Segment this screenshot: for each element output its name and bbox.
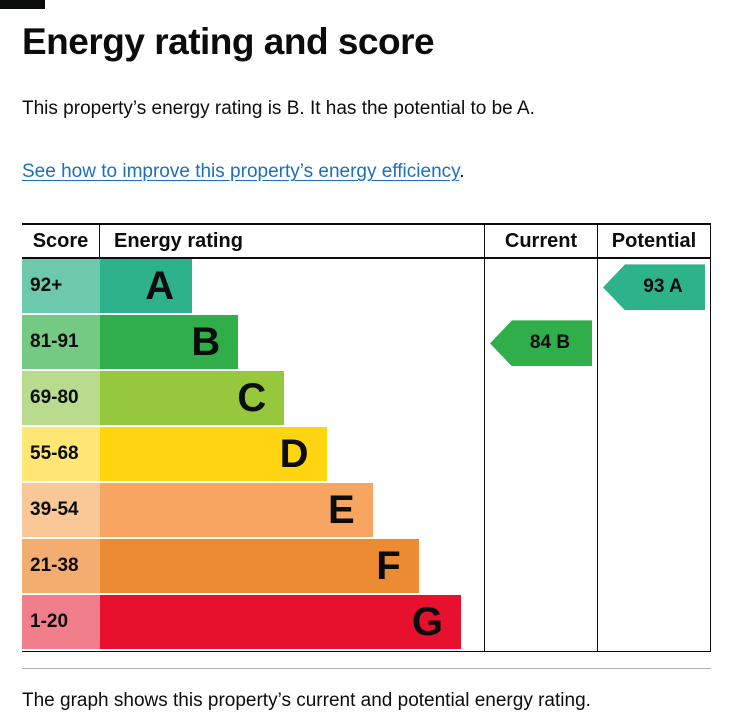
score-cell-c: 69-80 [22, 371, 100, 427]
rating-cell-g: G [100, 595, 484, 651]
energy-rating-chart: Score Energy rating Current Potential 92… [22, 223, 711, 653]
rating-cell-e: E [100, 483, 484, 539]
potential-cell-b [597, 315, 711, 372]
page-title: Energy rating and score [22, 21, 435, 62]
score-fill: 81-91 [22, 315, 100, 370]
score-cell-e: 39-54 [22, 483, 100, 539]
score-fill: 21-38 [22, 539, 100, 594]
rating-cell-b: B [100, 315, 484, 371]
score-range-label: 69-80 [30, 387, 79, 409]
band-bar-d: D [100, 427, 327, 482]
score-fill: 92+ [22, 259, 100, 314]
score-range-label: 55-68 [30, 443, 79, 465]
band-letter: D [279, 432, 309, 477]
band-letter: C [237, 376, 267, 421]
score-range-label: 92+ [30, 275, 63, 297]
section-divider [22, 668, 711, 670]
band-letter: A [145, 264, 175, 309]
band-bar-a: A [100, 259, 193, 314]
current-rating-arrow: 84 B [490, 320, 592, 367]
score-cell-b: 81-91 [22, 315, 100, 371]
chart-caption: The graph shows this property’s current … [22, 690, 591, 712]
score-range-label: 1-20 [30, 611, 69, 633]
header-score: Score [22, 225, 100, 260]
score-cell-g: 1-20 [22, 595, 100, 651]
link-line: See how to improve this property’s energ… [22, 161, 711, 183]
rating-cell-c: C [100, 371, 484, 427]
potential-cell-a: 93 A [597, 259, 711, 316]
band-letter: B [191, 320, 221, 365]
score-cell-a: 92+ [22, 259, 100, 315]
current-cell-a [484, 259, 597, 316]
potential-cell-d [597, 427, 711, 484]
band-bar-b: B [100, 315, 239, 370]
rating-cell-d: D [100, 427, 484, 483]
current-cell-f [484, 539, 597, 596]
band-bar-e: E [100, 483, 373, 538]
band-letter: G [411, 600, 443, 645]
rating-cell-f: F [100, 539, 484, 595]
score-fill: 39-54 [22, 483, 100, 538]
rating-cell-a: A [100, 259, 484, 315]
current-cell-b: 84 B [484, 315, 597, 372]
score-fill: 55-68 [22, 427, 100, 482]
band-letter: E [327, 488, 355, 533]
potential-cell-c [597, 371, 711, 428]
improve-efficiency-link[interactable]: See how to improve this property’s energ… [22, 161, 460, 183]
current-cell-e [484, 483, 597, 540]
potential-rating-arrow-label: 93 A [643, 276, 683, 298]
potential-rating-arrow: 93 A [603, 264, 705, 311]
current-cell-g [484, 595, 597, 652]
score-fill: 1-20 [22, 595, 100, 650]
score-fill: 69-80 [22, 371, 100, 426]
score-range-label: 81-91 [30, 331, 79, 353]
top-edge-decoration [0, 0, 45, 9]
current-cell-d [484, 427, 597, 484]
header-energy-rating: Energy rating [100, 225, 484, 260]
score-cell-f: 21-38 [22, 539, 100, 595]
current-rating-arrow-label: 84 B [529, 332, 571, 354]
score-cell-d: 55-68 [22, 427, 100, 483]
band-bar-g: G [100, 595, 461, 650]
potential-cell-g [597, 595, 711, 652]
current-cell-c [484, 371, 597, 428]
link-period: . [459, 161, 465, 183]
score-range-label: 21-38 [30, 555, 79, 577]
intro-text: This property’s energy rating is B. It h… [22, 97, 535, 119]
potential-cell-f [597, 539, 711, 596]
band-bar-c: C [100, 371, 285, 426]
header-potential: Potential [597, 225, 711, 260]
score-range-label: 39-54 [30, 499, 79, 521]
potential-cell-e [597, 483, 711, 540]
band-bar-f: F [100, 539, 419, 594]
header-current: Current [484, 225, 597, 260]
band-letter: F [376, 544, 401, 589]
